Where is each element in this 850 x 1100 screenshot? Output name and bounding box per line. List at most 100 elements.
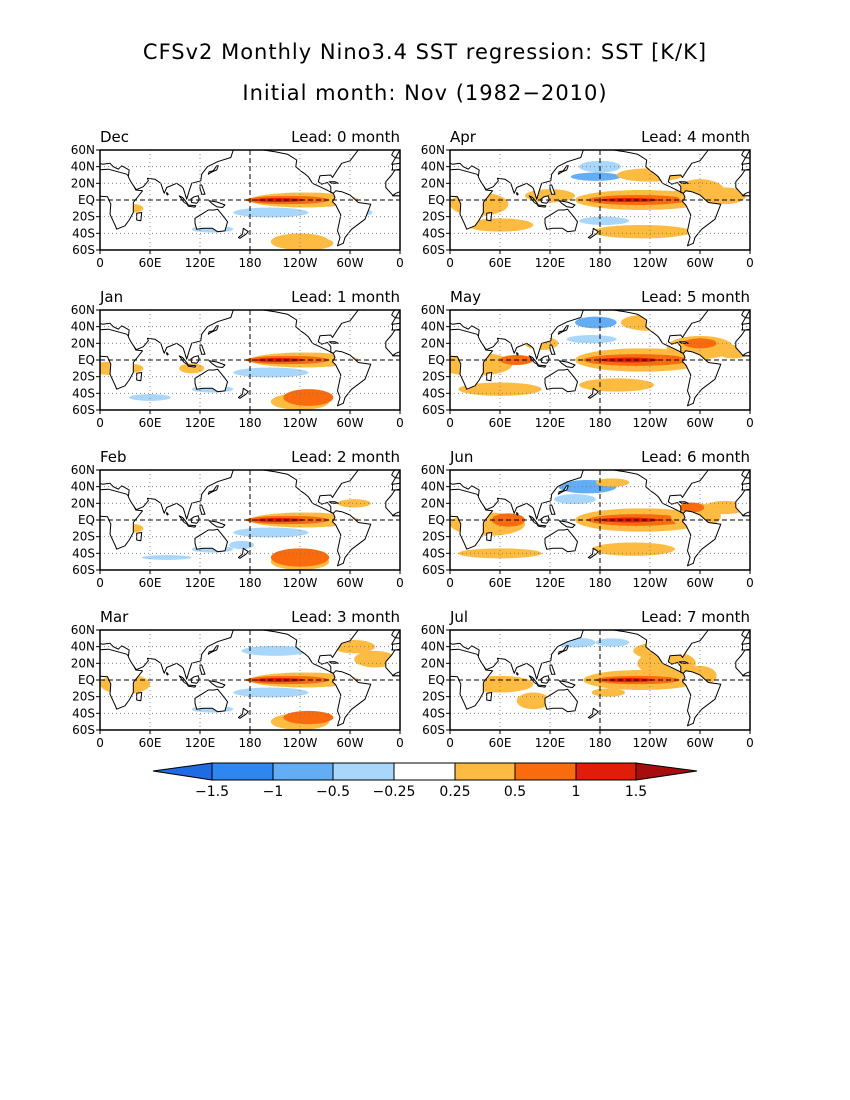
land-mass	[207, 645, 219, 655]
lat-tick-label: 20N	[71, 496, 95, 510]
land-mass	[741, 482, 750, 491]
land-mass	[741, 642, 750, 651]
lon-tick-label: 60W	[686, 576, 713, 590]
anomaly-region	[337, 499, 371, 508]
land-mass	[166, 672, 169, 676]
land-mass	[136, 372, 143, 382]
lon-tick-label: 120E	[185, 736, 216, 750]
land-mass	[332, 510, 372, 567]
lon-tick-label: 60E	[489, 416, 512, 430]
anomaly-region	[123, 684, 144, 693]
anomaly-region	[118, 361, 132, 367]
land-mass	[262, 470, 359, 514]
land-mass	[544, 528, 578, 553]
sst-anomaly-field	[100, 352, 359, 410]
anomaly-region	[254, 357, 305, 363]
land-mass	[385, 649, 400, 677]
land-mass	[549, 504, 556, 515]
land-mass	[540, 355, 550, 364]
land-mass	[237, 387, 249, 399]
map-background	[450, 310, 750, 410]
land-mass	[450, 470, 601, 520]
lat-tick-label: EQ	[428, 673, 445, 687]
land-mass	[544, 688, 578, 713]
land-mass	[682, 350, 722, 407]
anomaly-region	[633, 642, 684, 660]
lon-tick-label: 120E	[535, 736, 566, 750]
lat-tick-label: 20N	[71, 336, 95, 350]
colorbar-label: 1	[572, 784, 581, 800]
anomaly-region	[466, 675, 534, 693]
anomaly-region	[245, 515, 330, 525]
lat-tick-label: EQ	[428, 353, 445, 367]
anomaly-region	[595, 478, 630, 487]
land-mass	[391, 162, 400, 171]
lat-tick-label: EQ	[78, 193, 95, 207]
lat-tick-label: 20S	[72, 690, 95, 704]
land-mass	[332, 670, 372, 727]
land-mass	[237, 707, 249, 719]
anomaly-region	[666, 335, 734, 360]
anomaly-region	[579, 378, 655, 392]
panel-month-label: Jan	[99, 288, 123, 306]
anomaly-region	[245, 675, 330, 685]
land-mass	[385, 489, 400, 517]
anomaly-region	[566, 335, 617, 344]
lat-tick-label: 60N	[71, 143, 95, 157]
land-mass	[549, 664, 556, 675]
land-mass	[486, 372, 493, 382]
anomaly-region	[450, 192, 509, 216]
land-mass	[208, 680, 226, 688]
lon-tick-label: 60E	[489, 256, 512, 270]
lon-tick-label: 60W	[686, 416, 713, 430]
land-mass	[100, 168, 143, 230]
anomaly-region	[450, 352, 513, 376]
lat-tick-label: 40N	[71, 640, 95, 654]
land-mass	[194, 688, 228, 713]
anomaly-region	[591, 225, 692, 239]
lon-tick-label: 0	[446, 256, 454, 270]
land-mass	[678, 341, 689, 344]
land-mass	[558, 200, 576, 208]
lon-tick-label: 60E	[139, 576, 162, 590]
colorbar-label: −1.5	[195, 784, 229, 800]
lat-tick-label: 60N	[421, 463, 445, 477]
coastlines	[450, 150, 750, 247]
anomaly-region	[583, 354, 692, 366]
anomaly-region	[579, 160, 621, 173]
lat-tick-label: 20N	[421, 496, 445, 510]
sst-anomaly-field	[450, 314, 750, 396]
land-mass	[486, 532, 493, 542]
anomaly-region	[250, 672, 359, 688]
lon-tick-label: 0	[396, 576, 404, 590]
anomaly-region	[670, 503, 721, 529]
land-mass	[262, 150, 359, 194]
anomaly-region	[254, 197, 305, 203]
map-background	[100, 470, 400, 570]
land-mass	[540, 675, 550, 684]
anomaly-region	[233, 527, 309, 538]
lon-tick-label: 60W	[336, 576, 363, 590]
anomaly-region	[179, 363, 205, 374]
land-mass	[544, 208, 578, 233]
map-background	[450, 150, 750, 250]
lon-tick-label: 120W	[283, 576, 318, 590]
land-mass	[237, 227, 249, 239]
land-mass	[100, 488, 143, 550]
map-frame	[449, 149, 751, 251]
land-mass	[537, 364, 547, 368]
anomaly-region	[587, 195, 688, 205]
lat-tick-label: 20S	[422, 210, 445, 224]
lon-tick-label: 180	[239, 416, 262, 430]
land-mass	[207, 165, 219, 175]
coastlines	[100, 310, 400, 407]
lon-tick-label: 0	[446, 416, 454, 430]
sst-anomaly-field	[450, 160, 746, 239]
anomaly-region	[118, 201, 132, 207]
anomaly-region	[679, 502, 705, 513]
colorbar-segment	[272, 762, 334, 781]
lon-tick-label: 120E	[185, 416, 216, 430]
lat-tick-label: 60S	[422, 723, 445, 737]
